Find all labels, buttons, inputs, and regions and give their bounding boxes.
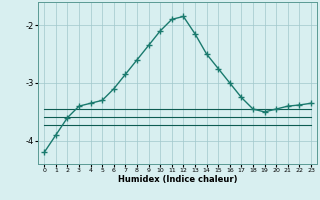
- X-axis label: Humidex (Indice chaleur): Humidex (Indice chaleur): [118, 175, 237, 184]
